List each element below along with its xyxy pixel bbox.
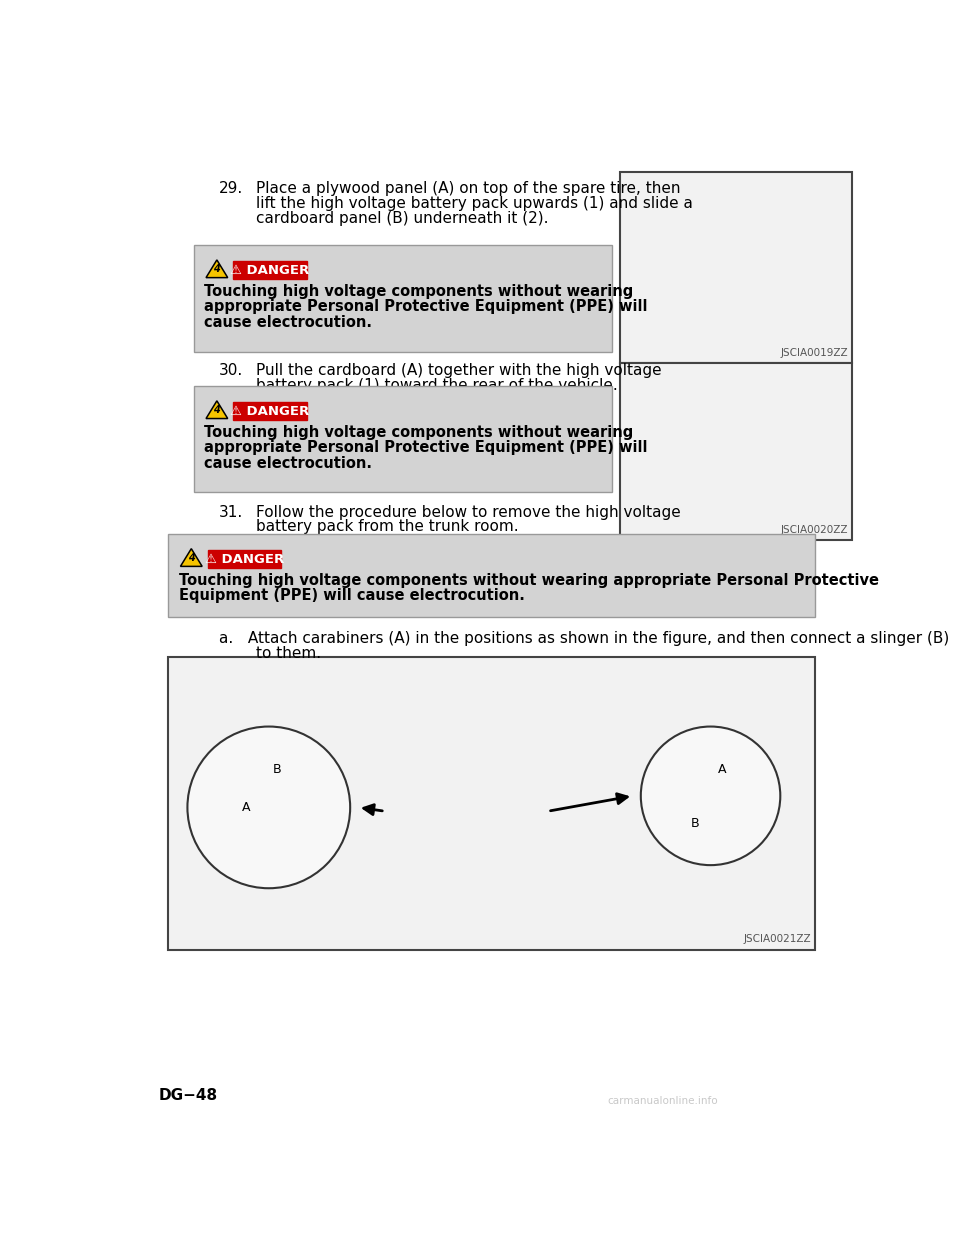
- FancyBboxPatch shape: [194, 245, 612, 351]
- FancyBboxPatch shape: [168, 657, 815, 950]
- FancyBboxPatch shape: [233, 262, 307, 279]
- Text: Touching high voltage components without wearing: Touching high voltage components without…: [204, 283, 634, 299]
- Text: Equipment (PPE) will cause electrocution.: Equipment (PPE) will cause electrocution…: [179, 587, 525, 602]
- Text: JSCIA0021ZZ: JSCIA0021ZZ: [744, 934, 811, 944]
- Text: cardboard panel (B) underneath it (2).: cardboard panel (B) underneath it (2).: [255, 211, 548, 226]
- Text: battery pack (1) toward the rear of the vehicle.: battery pack (1) toward the rear of the …: [255, 378, 617, 392]
- Text: B: B: [273, 763, 281, 776]
- Text: a.   Attach carabiners (A) in the positions as shown in the figure, and then con: a. Attach carabiners (A) in the position…: [219, 631, 949, 646]
- Text: 29.: 29.: [219, 181, 244, 196]
- Text: to them.: to them.: [255, 646, 321, 661]
- Text: Touching high voltage components without wearing appropriate Personal Protective: Touching high voltage components without…: [179, 573, 879, 587]
- Circle shape: [187, 727, 350, 888]
- Text: battery pack from the trunk room.: battery pack from the trunk room.: [255, 519, 518, 534]
- Text: DG−48: DG−48: [158, 1088, 218, 1103]
- Text: 4: 4: [213, 405, 220, 415]
- Text: 31.: 31.: [219, 504, 244, 520]
- Text: carmanualonline.info: carmanualonline.info: [607, 1097, 718, 1107]
- Text: Place a plywood panel (A) on top of the spare tire, then: Place a plywood panel (A) on top of the …: [255, 181, 680, 196]
- FancyBboxPatch shape: [233, 402, 307, 420]
- FancyBboxPatch shape: [620, 363, 852, 540]
- Text: JSCIA0020ZZ: JSCIA0020ZZ: [781, 525, 849, 535]
- Text: JSCIA0019ZZ: JSCIA0019ZZ: [780, 348, 849, 358]
- Text: ⚠ DANGER: ⚠ DANGER: [230, 263, 309, 277]
- Text: appropriate Personal Protective Equipment (PPE) will: appropriate Personal Protective Equipmen…: [204, 440, 648, 455]
- Text: B: B: [691, 817, 700, 830]
- Text: cause electrocution.: cause electrocution.: [204, 456, 372, 471]
- Polygon shape: [206, 401, 228, 419]
- Text: Pull the cardboard (A) together with the high voltage: Pull the cardboard (A) together with the…: [255, 363, 661, 378]
- Text: A: A: [242, 801, 251, 815]
- FancyBboxPatch shape: [168, 534, 815, 617]
- Circle shape: [641, 727, 780, 866]
- Text: 30.: 30.: [219, 363, 244, 378]
- Text: ⚠ DANGER: ⚠ DANGER: [230, 405, 309, 417]
- Text: lift the high voltage battery pack upwards (1) and slide a: lift the high voltage battery pack upwar…: [255, 196, 692, 211]
- Text: cause electrocution.: cause electrocution.: [204, 314, 372, 329]
- Text: Touching high voltage components without wearing: Touching high voltage components without…: [204, 425, 634, 440]
- Text: appropriate Personal Protective Equipment (PPE) will: appropriate Personal Protective Equipmen…: [204, 299, 648, 314]
- FancyBboxPatch shape: [207, 550, 281, 568]
- FancyBboxPatch shape: [620, 173, 852, 363]
- Text: Follow the procedure below to remove the high voltage: Follow the procedure below to remove the…: [255, 504, 681, 520]
- Text: 4: 4: [213, 265, 220, 274]
- Polygon shape: [180, 549, 203, 566]
- FancyBboxPatch shape: [194, 386, 612, 493]
- Polygon shape: [206, 260, 228, 278]
- Text: 4: 4: [188, 553, 195, 563]
- Text: A: A: [718, 763, 727, 776]
- Text: ⚠ DANGER: ⚠ DANGER: [204, 553, 284, 565]
